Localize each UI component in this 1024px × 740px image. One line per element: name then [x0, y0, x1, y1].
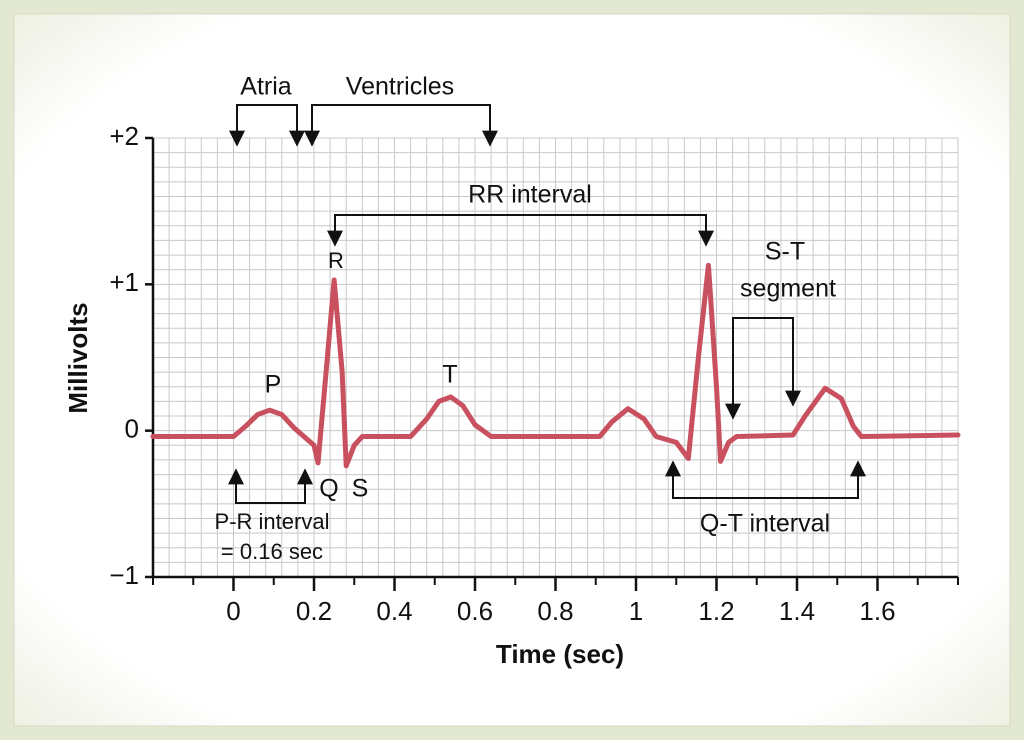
- annotation: Q: [319, 475, 338, 503]
- y-tick-label: +2: [109, 121, 139, 151]
- annotation: S: [352, 475, 369, 503]
- grid: −1 0 +1 +2 0 0.2 0.4 0.6 0.8 1 1.2 1.4 1.6: [109, 121, 959, 626]
- atria-bracket: [229, 104, 305, 147]
- qt-bracket: [665, 460, 866, 499]
- annotation: T: [442, 361, 457, 389]
- ventricles-bracket: [304, 104, 498, 147]
- annotation: S-T: [765, 238, 805, 266]
- y-tick-label: +1: [109, 267, 139, 297]
- st-bracket: [725, 317, 801, 420]
- panel: [13, 13, 1011, 727]
- plot: [150, 262, 961, 469]
- annotation: = 0.16 sec: [221, 539, 323, 564]
- y-axis-label: Millivolts: [63, 302, 93, 413]
- pr-bracket: [228, 468, 313, 504]
- annotation: Q-T interval: [700, 510, 830, 538]
- annotation: Ventricles: [346, 73, 454, 101]
- x-tick-label: 1.4: [779, 596, 815, 626]
- rr-bracket: [327, 214, 714, 247]
- annotation: Atria: [240, 73, 292, 101]
- ecg-line: [150, 262, 961, 469]
- annotation: segment: [740, 275, 836, 303]
- x-tick-label: 0.8: [537, 596, 573, 626]
- y-tick-label: −1: [109, 560, 139, 590]
- annotation-arrows: [228, 104, 866, 504]
- x-tick-label: 0.6: [457, 596, 493, 626]
- annotation: P-R interval: [215, 509, 330, 534]
- x-tick-label: 0.2: [296, 596, 332, 626]
- annotations: Atria Ventricles RR interval R P T Q S S…: [215, 73, 836, 564]
- y-tick-label: 0: [125, 414, 139, 444]
- x-tick-label: 1: [629, 596, 643, 626]
- x-tick-label: 1.6: [859, 596, 895, 626]
- x-tick-label: 0: [226, 596, 240, 626]
- annotation: R: [328, 248, 344, 273]
- annotation: RR interval: [468, 181, 592, 209]
- x-axis-label: Time (sec): [496, 639, 624, 669]
- annotation: P: [265, 371, 282, 399]
- x-tick-label: 0.4: [376, 596, 412, 626]
- x-tick-label: 1.2: [698, 596, 734, 626]
